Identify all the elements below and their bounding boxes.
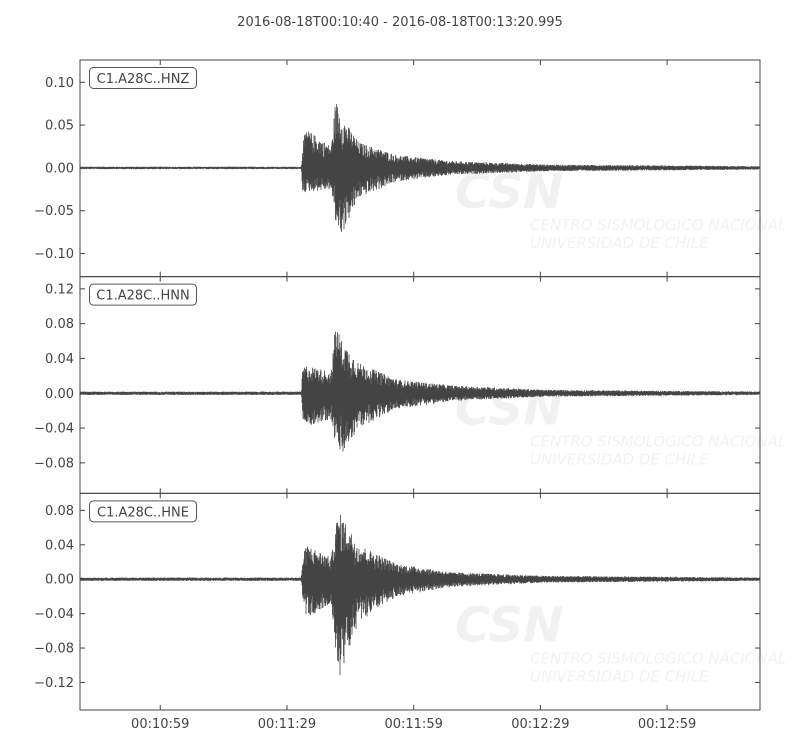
trace-label-box: [89, 67, 197, 89]
y-tick-label: −0.04: [34, 607, 74, 622]
y-tick-label: −0.05: [34, 204, 74, 219]
y-tick-label: 0.00: [45, 387, 74, 402]
watermark-line2: UNIVERSIDAD DE CHILE: [530, 451, 709, 469]
x-tick-label: 00:11:59: [384, 717, 442, 732]
trace-label: C1.A28C..HNE: [97, 505, 189, 520]
trace-label: C1.A28C..HNN: [96, 289, 189, 304]
y-tick-label: 0.12: [45, 282, 74, 297]
y-tick-label: 0.05: [45, 119, 74, 134]
y-tick-label: 0.00: [45, 573, 74, 588]
watermark-logo-text: CSN: [455, 597, 563, 653]
y-tick-label: −0.10: [34, 247, 74, 262]
watermark-line2: UNIVERSIDAD DE CHILE: [530, 234, 709, 252]
watermark-logo-text: CSN: [455, 164, 563, 220]
watermark-line2: UNIVERSIDAD DE CHILE: [530, 667, 709, 685]
trace-label-box: [89, 283, 197, 306]
y-tick-label: 0.08: [45, 504, 74, 519]
watermark-line1: CENTRO SISMOLÓGICO NACIONAL: [530, 215, 786, 234]
y-tick-label: 0.04: [45, 538, 74, 553]
chart-title: 2016-08-18T00:10:40 - 2016-08-18T00:13:2…: [237, 15, 563, 30]
x-tick-label: 00:12:29: [511, 717, 569, 732]
y-tick-label: −0.08: [34, 642, 74, 657]
y-tick-label: 0.00: [45, 161, 74, 176]
y-tick-label: 0.04: [45, 352, 74, 367]
trace-label: C1.A28C..HNZ: [97, 72, 190, 87]
watermark-line1: CENTRO SISMOLÓGICO NACIONAL: [530, 432, 786, 451]
x-tick-label: 00:10:59: [131, 717, 189, 732]
watermark-line1: CENTRO SISMOLÓGICO NACIONAL: [530, 648, 786, 667]
y-tick-label: −0.12: [34, 676, 74, 691]
y-tick-label: 0.08: [45, 317, 74, 332]
trace-label-box: [89, 500, 197, 523]
y-tick-label: 0.10: [45, 76, 74, 91]
x-tick-label: 00:11:29: [258, 717, 316, 732]
panel-frame: [79, 492, 761, 711]
y-tick-label: −0.04: [34, 422, 74, 437]
y-tick-label: −0.08: [34, 456, 74, 471]
waveform-line: [79, 104, 761, 233]
x-tick-label: 00:12:59: [638, 717, 696, 732]
